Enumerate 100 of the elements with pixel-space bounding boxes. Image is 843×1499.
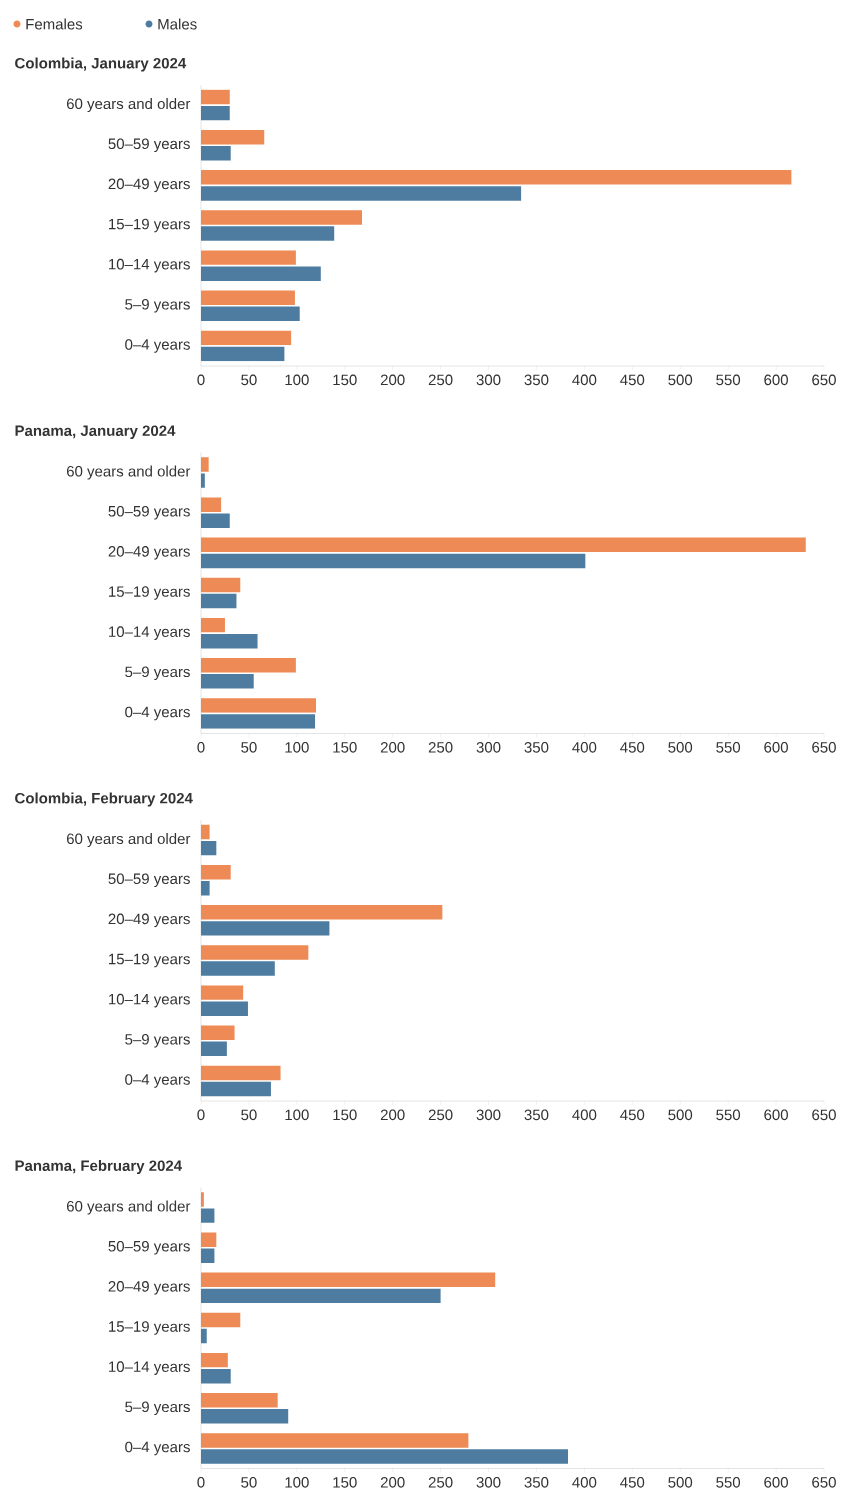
bar bbox=[201, 457, 209, 472]
x-tick-label: 150 bbox=[333, 1109, 357, 1121]
bar bbox=[201, 497, 222, 512]
x-tick-label: 100 bbox=[285, 742, 309, 753]
bar bbox=[201, 226, 335, 241]
y-tick-label: 50–59 years bbox=[108, 873, 190, 888]
x-tick-label: 500 bbox=[668, 1477, 693, 1488]
bar bbox=[201, 593, 237, 609]
x-tick-label: 250 bbox=[428, 742, 453, 753]
chart-title: Panama, January 2024 bbox=[15, 425, 176, 439]
x-tick-label: 600 bbox=[764, 374, 788, 386]
bar bbox=[201, 945, 309, 960]
bar bbox=[201, 1328, 207, 1344]
bar bbox=[201, 1288, 441, 1304]
x-tick-label: 200 bbox=[380, 1109, 405, 1121]
x-tick-label: 50 bbox=[241, 742, 257, 753]
bar bbox=[201, 714, 316, 729]
bar bbox=[201, 537, 806, 553]
x-tick-label: 600 bbox=[764, 1109, 788, 1121]
bar bbox=[201, 1352, 228, 1368]
x-tick-label: 450 bbox=[620, 374, 645, 386]
y-tick-label: 5–9 years bbox=[125, 666, 190, 681]
x-tick-label: 550 bbox=[716, 1477, 741, 1488]
y-tick-label: 50–59 years bbox=[108, 505, 190, 520]
y-tick-label: 15–19 years bbox=[109, 1321, 190, 1335]
bar bbox=[201, 1192, 204, 1207]
x-tick-label: 600 bbox=[764, 742, 788, 753]
x-tick-label: 0 bbox=[197, 374, 205, 386]
bar bbox=[201, 210, 363, 225]
y-tick-label: 0–4 years bbox=[125, 1441, 190, 1456]
bar bbox=[201, 146, 231, 161]
legend-label: Males bbox=[158, 18, 197, 30]
x-tick-label: 50 bbox=[241, 1109, 257, 1121]
y-tick-label: 5–9 years bbox=[125, 299, 190, 313]
x-tick-label: 350 bbox=[524, 1477, 549, 1488]
bar bbox=[201, 1041, 227, 1057]
y-tick-label: 20–49 years bbox=[108, 1281, 190, 1295]
x-tick-label: 300 bbox=[476, 374, 501, 386]
y-tick-label: 20–49 years bbox=[108, 546, 190, 560]
x-tick-label: 100 bbox=[285, 1477, 309, 1488]
bar bbox=[201, 961, 275, 976]
x-tick-label: 50 bbox=[241, 374, 257, 386]
bar bbox=[201, 1393, 278, 1408]
x-tick-label: 450 bbox=[620, 1109, 645, 1121]
x-tick-label: 250 bbox=[428, 1109, 453, 1121]
y-tick-label: 50–59 years bbox=[108, 138, 190, 153]
y-tick-label: 60 years and older bbox=[66, 98, 191, 113]
y-tick-label: 60 years and older bbox=[66, 833, 191, 848]
bar bbox=[201, 1248, 215, 1263]
x-tick-label: 300 bbox=[476, 1109, 501, 1121]
bar bbox=[201, 864, 231, 880]
bar bbox=[201, 330, 292, 346]
x-tick-label: 300 bbox=[476, 1477, 501, 1488]
y-tick-label: 60 years and older bbox=[66, 1200, 191, 1215]
x-tick-label: 400 bbox=[572, 374, 597, 386]
x-tick-label: 200 bbox=[380, 374, 405, 386]
bar bbox=[201, 1081, 271, 1097]
bar bbox=[201, 881, 210, 896]
x-tick-label: 0 bbox=[197, 742, 205, 753]
bar bbox=[201, 921, 330, 936]
bar bbox=[201, 1272, 496, 1288]
x-tick-label: 550 bbox=[716, 1109, 741, 1121]
x-tick-label: 550 bbox=[716, 742, 741, 753]
x-tick-label: 250 bbox=[428, 374, 453, 386]
x-tick-label: 650 bbox=[812, 1477, 836, 1488]
x-tick-label: 150 bbox=[333, 1477, 357, 1488]
bar bbox=[201, 306, 300, 322]
x-tick-label: 200 bbox=[380, 1477, 405, 1488]
bar bbox=[201, 617, 225, 633]
bar bbox=[201, 577, 241, 593]
bar bbox=[201, 658, 296, 673]
x-tick-label: 350 bbox=[524, 374, 549, 386]
y-tick-label: 15–19 years bbox=[109, 953, 190, 968]
bar bbox=[201, 1065, 281, 1081]
x-tick-label: 150 bbox=[333, 374, 357, 386]
chart-title: Colombia, February 2024 bbox=[15, 792, 193, 807]
y-tick-label: 15–19 years bbox=[109, 218, 190, 233]
x-tick-label: 450 bbox=[620, 1477, 645, 1488]
y-tick-label: 10–14 years bbox=[109, 258, 190, 273]
x-tick-label: 550 bbox=[716, 374, 741, 386]
bar bbox=[201, 346, 285, 362]
y-tick-label: 50–59 years bbox=[108, 1240, 190, 1255]
x-tick-label: 650 bbox=[812, 1109, 836, 1121]
bar bbox=[201, 905, 443, 920]
bar bbox=[201, 1001, 248, 1016]
x-tick-label: 150 bbox=[333, 742, 357, 753]
bar bbox=[201, 633, 258, 649]
bar bbox=[201, 1025, 235, 1040]
bar bbox=[201, 186, 522, 201]
x-tick-label: 0 bbox=[197, 1477, 205, 1488]
bar bbox=[201, 513, 230, 528]
x-tick-label: 300 bbox=[476, 742, 501, 753]
x-tick-label: 600 bbox=[764, 1477, 788, 1488]
bar bbox=[201, 89, 230, 105]
chart-title: Panama, February 2024 bbox=[15, 1160, 183, 1174]
bar bbox=[201, 266, 321, 281]
x-tick-label: 100 bbox=[285, 374, 309, 386]
bar bbox=[201, 1312, 241, 1328]
x-tick-label: 450 bbox=[620, 742, 645, 753]
bar bbox=[201, 1409, 289, 1424]
